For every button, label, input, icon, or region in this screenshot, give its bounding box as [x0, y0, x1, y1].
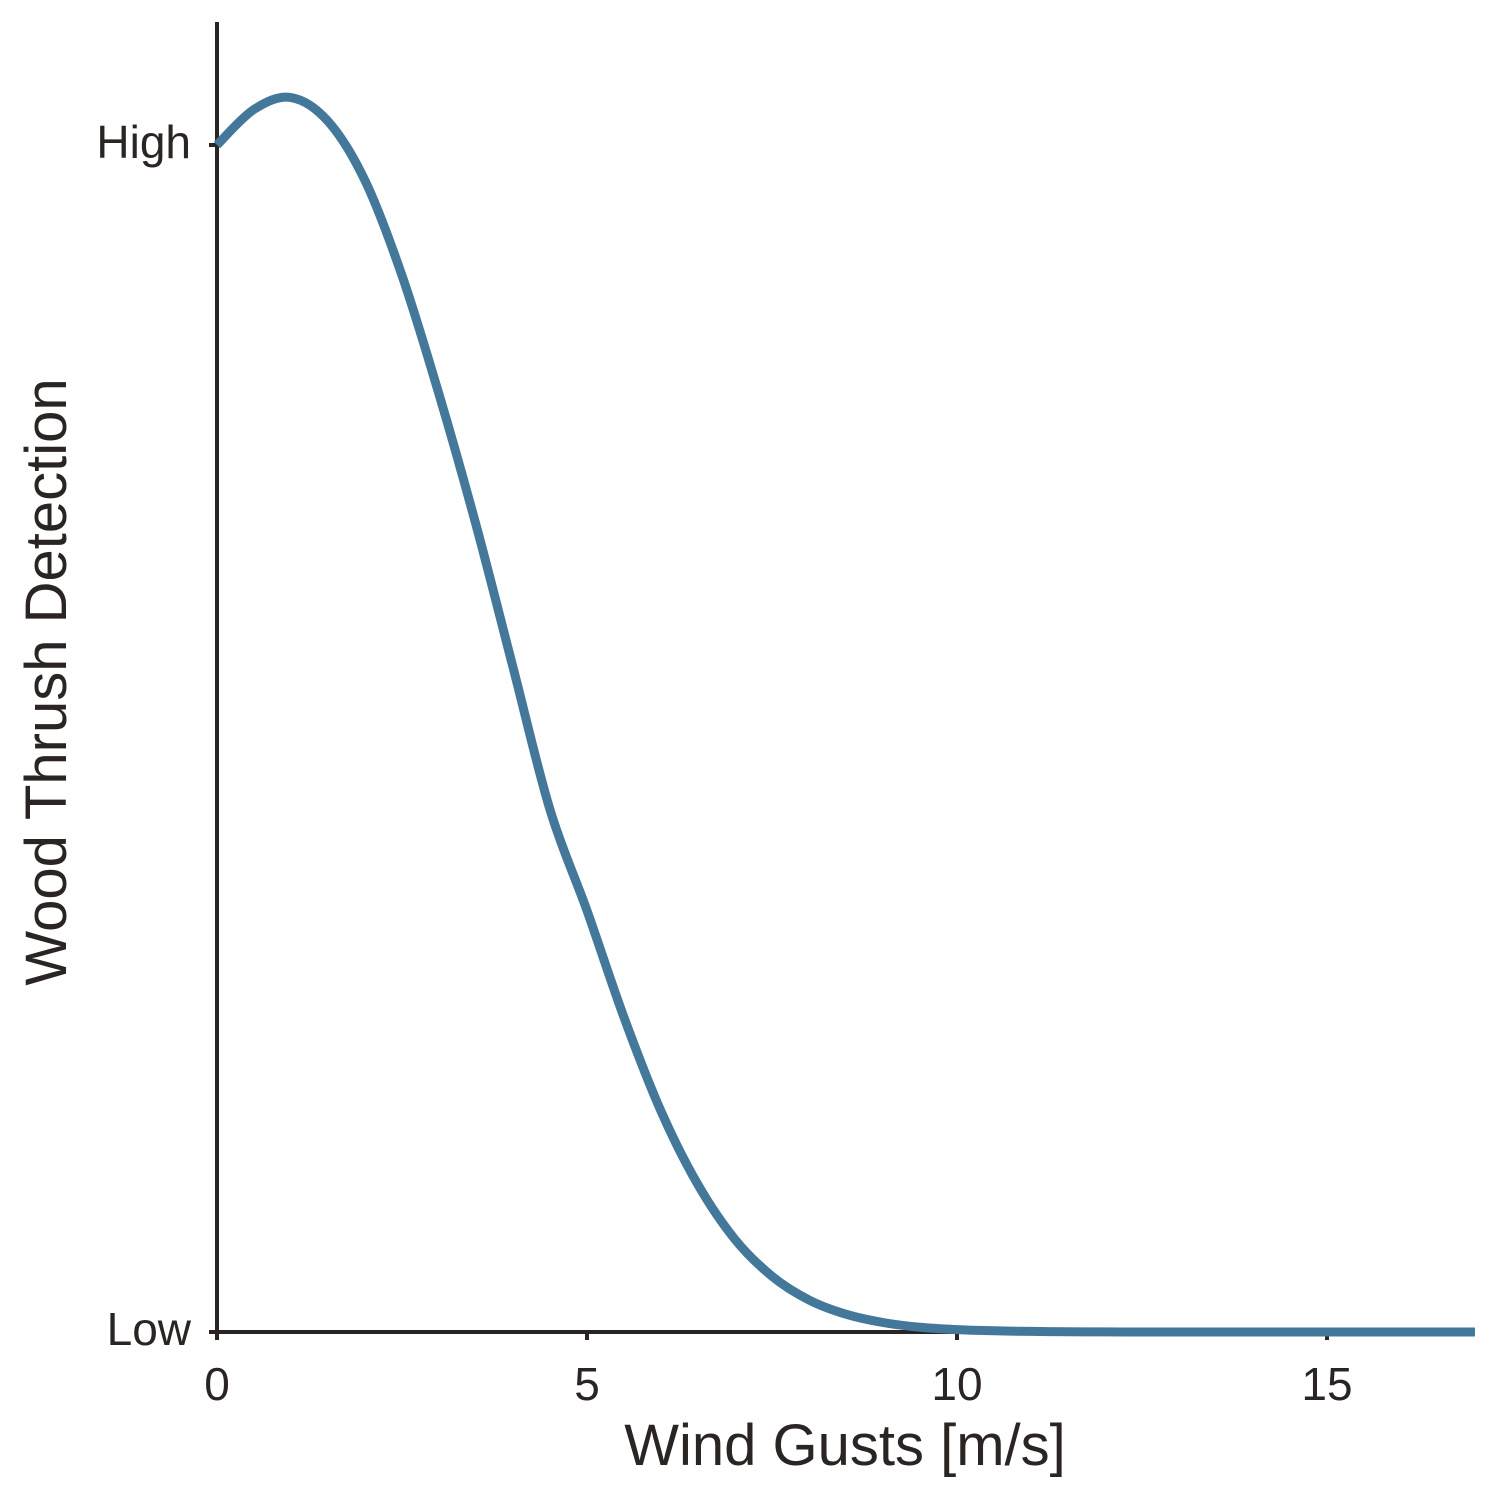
plot-axes — [215, 22, 1475, 1334]
x-tick-label: 15 — [1301, 1358, 1352, 1410]
x-tick-label: 0 — [204, 1358, 230, 1410]
x-tick-label: 10 — [931, 1358, 982, 1410]
x-axis-ticks: 0 5 10 15 — [204, 1332, 1353, 1410]
x-tick-label: 5 — [574, 1358, 600, 1410]
detection-curve — [213, 92, 1475, 1337]
y-axis-ticks: Low High — [96, 116, 217, 1355]
x-axis-title: Wind Gusts [m/s] — [624, 1413, 1066, 1478]
series-layer — [213, 92, 1475, 1337]
y-axis-title: Wood Thrush Detection — [14, 378, 79, 985]
y-tick-label: High — [96, 116, 191, 168]
y-tick-label: Low — [107, 1303, 192, 1355]
